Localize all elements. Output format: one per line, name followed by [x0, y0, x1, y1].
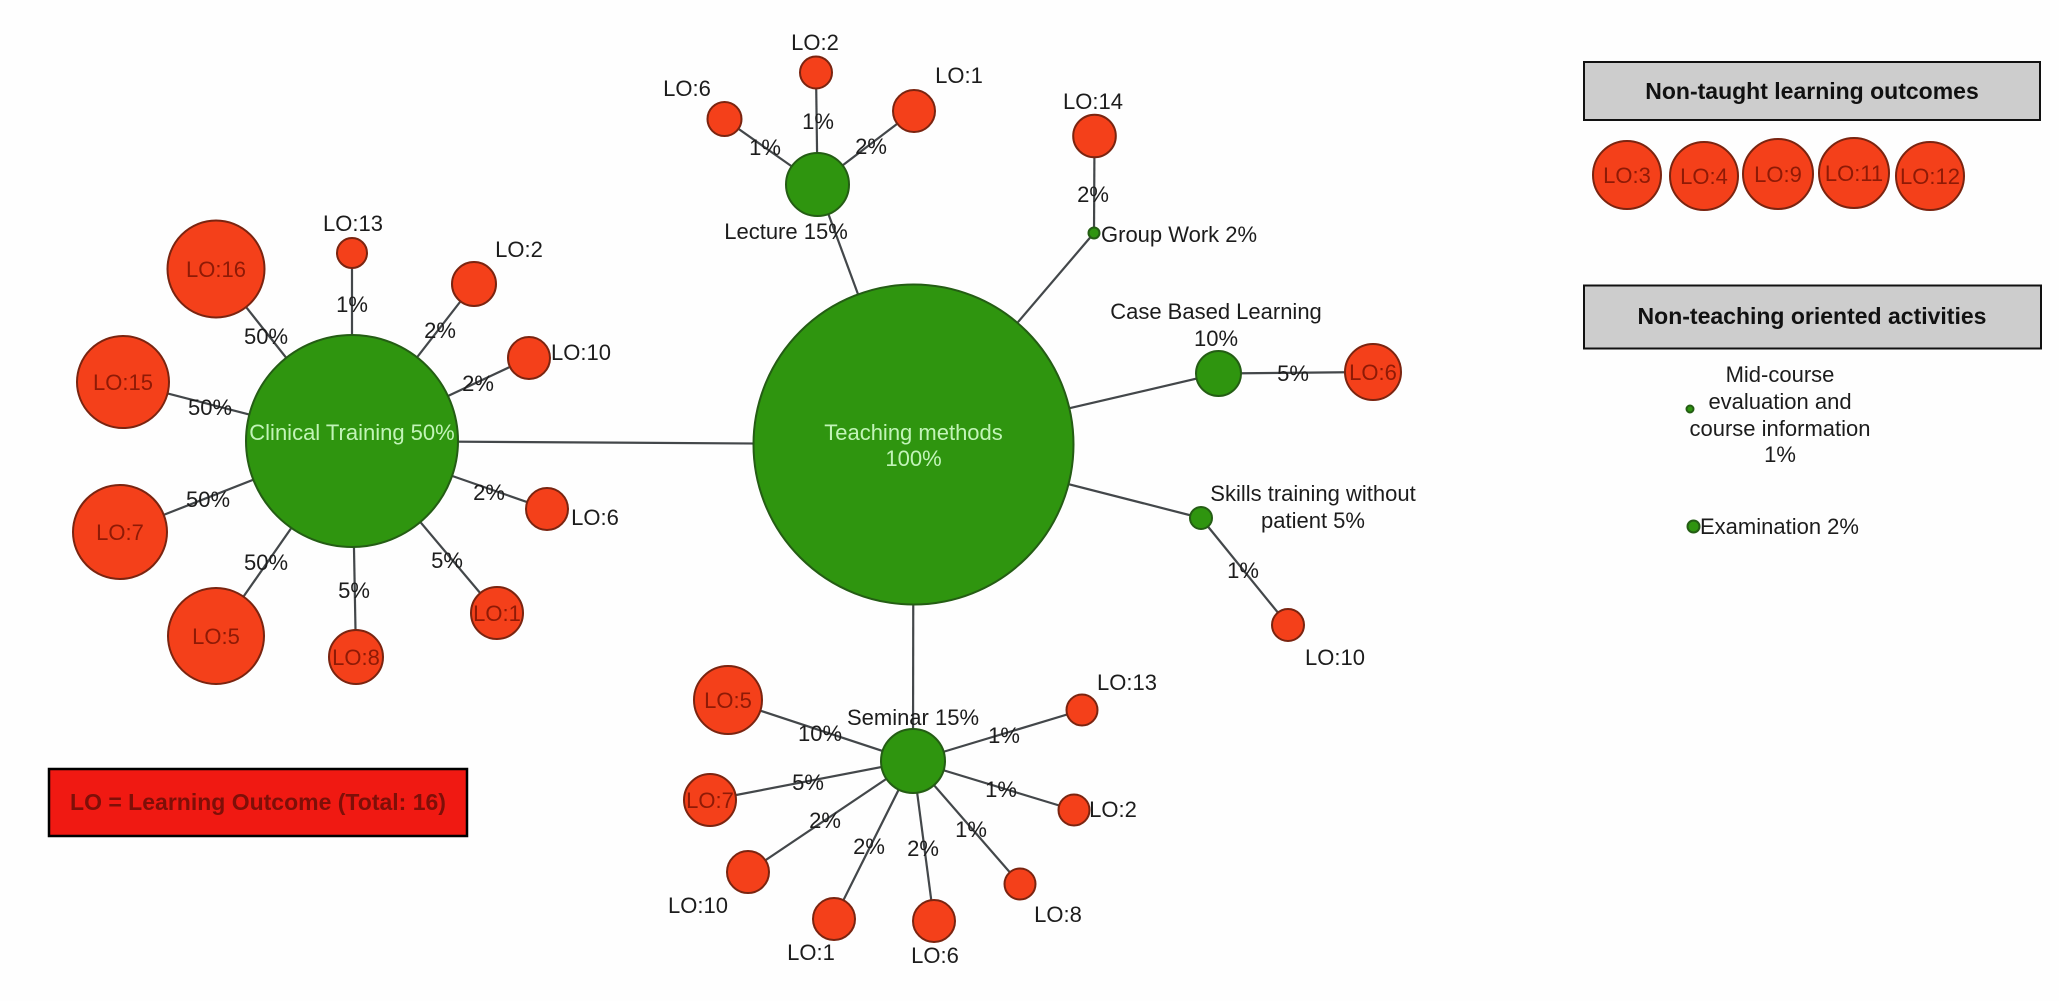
svg-text:2%: 2%: [855, 134, 887, 159]
svg-text:50%: 50%: [188, 395, 232, 420]
svg-text:2%: 2%: [907, 836, 939, 861]
svg-text:LO:10: LO:10: [668, 893, 728, 918]
svg-text:1%: 1%: [988, 723, 1020, 748]
svg-text:LO:1: LO:1: [473, 601, 521, 626]
svg-text:LO:8: LO:8: [332, 645, 380, 670]
svg-text:course information: course information: [1690, 416, 1871, 441]
svg-text:Non-teaching oriented activiti: Non-teaching oriented activities: [1638, 303, 1987, 329]
svg-text:LO:5: LO:5: [704, 688, 752, 713]
svg-text:LO:1: LO:1: [787, 940, 835, 965]
svg-text:LO:12: LO:12: [1900, 164, 1960, 189]
svg-text:patient 5%: patient 5%: [1261, 508, 1365, 533]
svg-text:LO:9: LO:9: [1754, 162, 1802, 187]
svg-text:2%: 2%: [473, 480, 505, 505]
svg-text:50%: 50%: [186, 487, 230, 512]
svg-text:1%: 1%: [336, 292, 368, 317]
svg-text:LO:11: LO:11: [1825, 161, 1883, 186]
svg-text:5%: 5%: [431, 548, 463, 573]
svg-text:1%: 1%: [749, 135, 781, 160]
svg-text:Examination 2%: Examination 2%: [1700, 514, 1859, 539]
svg-text:LO:8: LO:8: [1034, 902, 1082, 927]
svg-text:50%: 50%: [244, 550, 288, 575]
svg-text:LO:14: LO:14: [1063, 89, 1123, 114]
svg-text:Seminar 15%: Seminar 15%: [847, 705, 979, 730]
svg-text:2%: 2%: [809, 808, 841, 833]
svg-text:Teaching methods: Teaching methods: [824, 420, 1003, 445]
svg-text:1%: 1%: [955, 817, 987, 842]
svg-text:Non-taught learning outcomes: Non-taught learning outcomes: [1645, 78, 1979, 104]
svg-text:100%: 100%: [885, 446, 941, 471]
svg-text:evaluation and: evaluation and: [1708, 389, 1851, 414]
svg-text:Skills training without: Skills training without: [1210, 481, 1415, 506]
svg-text:LO:3: LO:3: [1603, 163, 1651, 188]
svg-text:2%: 2%: [853, 834, 885, 859]
svg-text:LO:16: LO:16: [186, 257, 246, 282]
svg-text:LO:6: LO:6: [911, 943, 959, 968]
svg-text:LO = Learning Outcome (Total:: LO = Learning Outcome (Total: 16): [70, 789, 446, 815]
svg-text:LO:10: LO:10: [1305, 645, 1365, 670]
svg-text:LO:6: LO:6: [1349, 360, 1397, 385]
svg-text:5%: 5%: [792, 770, 824, 795]
svg-text:2%: 2%: [1077, 182, 1109, 207]
svg-text:LO:2: LO:2: [791, 30, 839, 55]
svg-text:LO:7: LO:7: [96, 520, 144, 545]
svg-text:Mid-course: Mid-course: [1726, 362, 1835, 387]
svg-text:2%: 2%: [462, 371, 494, 396]
svg-text:LO:10: LO:10: [551, 340, 611, 365]
svg-text:10%: 10%: [798, 721, 842, 746]
svg-text:5%: 5%: [338, 578, 370, 603]
svg-text:10%: 10%: [1194, 326, 1238, 351]
svg-text:Clinical Training 50%: Clinical Training 50%: [249, 420, 454, 445]
svg-text:1%: 1%: [985, 777, 1017, 802]
svg-text:LO:13: LO:13: [1097, 670, 1157, 695]
svg-text:2%: 2%: [424, 318, 456, 343]
svg-text:LO:7: LO:7: [686, 788, 734, 813]
svg-text:LO:13: LO:13: [323, 211, 383, 236]
svg-text:1%: 1%: [1764, 442, 1796, 467]
svg-text:LO:4: LO:4: [1680, 164, 1728, 189]
svg-text:1%: 1%: [1227, 558, 1259, 583]
svg-text:LO:6: LO:6: [663, 76, 711, 101]
svg-text:50%: 50%: [244, 324, 288, 349]
svg-text:Case Based Learning: Case Based Learning: [1110, 299, 1322, 324]
svg-text:LO:15: LO:15: [93, 370, 153, 395]
svg-text:LO:6: LO:6: [571, 505, 619, 530]
svg-text:Group Work 2%: Group Work 2%: [1101, 222, 1257, 247]
svg-text:LO:5: LO:5: [192, 624, 240, 649]
svg-text:LO:1: LO:1: [935, 63, 983, 88]
svg-text:LO:2: LO:2: [1089, 797, 1137, 822]
svg-text:LO:2: LO:2: [495, 237, 543, 262]
svg-text:Lecture 15%: Lecture 15%: [724, 219, 848, 244]
svg-text:5%: 5%: [1277, 361, 1309, 386]
svg-text:1%: 1%: [802, 109, 834, 134]
